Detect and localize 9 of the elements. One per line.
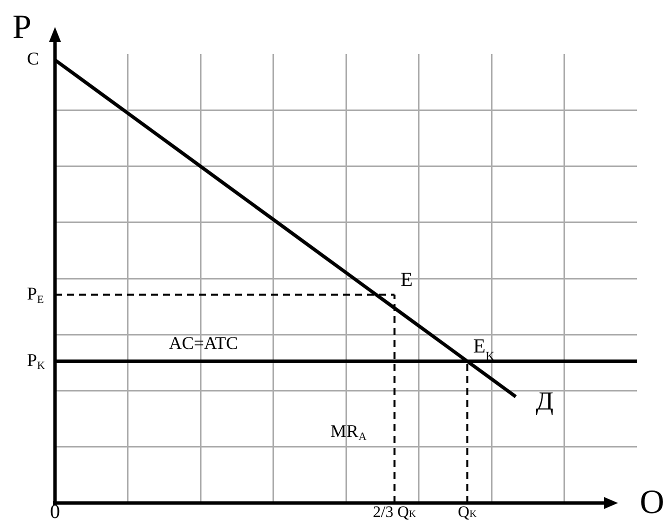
annotation: C	[27, 48, 40, 69]
x-axis-title: O	[640, 484, 664, 520]
ref-line-label: AC=ATC	[168, 332, 238, 353]
y-axis-title: P	[12, 8, 32, 46]
annotation: E	[400, 269, 413, 292]
x-tick-label: QK	[458, 504, 478, 520]
x-tick-label: 0	[50, 501, 60, 520]
x-tick-label: 2/3 QK	[372, 504, 417, 520]
series-label: Д	[536, 386, 554, 416]
